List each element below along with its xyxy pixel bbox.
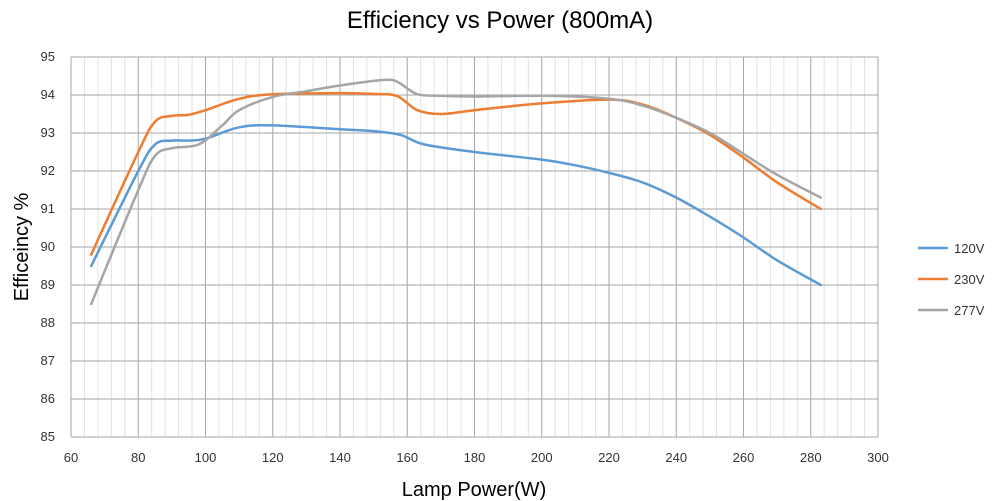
x-axis-ticks: 60 80 100 120 140 160 180 200 220 240 260 280 300 (64, 450, 889, 465)
x-tick-label: 300 (867, 450, 889, 465)
x-tick-label: 180 (464, 450, 486, 465)
x-tick-label: 240 (665, 450, 687, 465)
y-tick-label: 88 (41, 315, 55, 330)
y-axis-title: Efficeincy % (11, 193, 33, 302)
y-tick-label: 95 (41, 49, 55, 64)
x-tick-label: 220 (598, 450, 620, 465)
x-tick-label: 140 (329, 450, 351, 465)
series-line-120V (89, 124, 823, 287)
x-tick-label: 160 (396, 450, 418, 465)
y-tick-label: 93 (41, 125, 55, 140)
legend-label-230V: 230V (954, 272, 985, 287)
x-tick-label: 260 (733, 450, 755, 465)
y-tick-label: 94 (41, 87, 55, 102)
series-line-230V (89, 91, 823, 256)
chart-title: Efficiency vs Power (800mA) (347, 7, 653, 34)
y-tick-label: 91 (41, 201, 55, 216)
y-tick-label: 85 (41, 429, 55, 444)
x-tick-label: 200 (531, 450, 553, 465)
legend: 120V 230V 277V (918, 241, 985, 318)
y-axis-ticks: 85 86 87 88 89 90 91 92 93 94 95 (41, 49, 55, 444)
x-tick-label: 100 (195, 450, 217, 465)
y-tick-label: 92 (41, 163, 55, 178)
x-tick-label: 120 (262, 450, 284, 465)
y-tick-label: 89 (41, 277, 55, 292)
y-tick-label: 87 (41, 353, 55, 368)
legend-label-277V: 277V (954, 303, 985, 318)
x-tick-label: 80 (131, 450, 145, 465)
y-tick-label: 90 (41, 239, 55, 254)
y-tick-label: 86 (41, 391, 55, 406)
series-line-277V (89, 78, 823, 306)
x-tick-label: 60 (64, 450, 78, 465)
x-tick-label: 280 (800, 450, 822, 465)
series-lines (89, 78, 823, 306)
x-axis-title: Lamp Power(W) (402, 479, 546, 501)
major-gridlines (70, 56, 879, 438)
legend-label-120V: 120V (954, 241, 985, 256)
